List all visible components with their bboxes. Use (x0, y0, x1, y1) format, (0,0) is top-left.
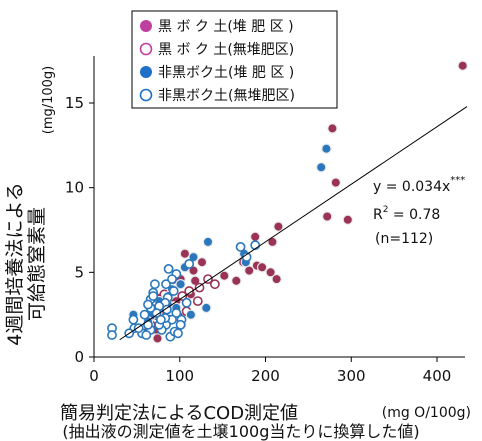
data-point-series-4 (161, 279, 171, 290)
legend-marker-kuroboku-compost (140, 20, 152, 32)
data-point-series-1 (457, 60, 468, 71)
data-point-series-1 (219, 270, 230, 281)
data-point-series-1 (330, 177, 341, 188)
data-point-series-4 (107, 330, 117, 340)
data-point-series-1 (249, 231, 261, 242)
data-point-series-3 (316, 162, 327, 173)
legend-label-nonkuroboku-compost: 非黒ボク土(堆 肥 区 ) (158, 65, 294, 81)
data-point-series-4 (139, 309, 150, 320)
data-point-series-1 (196, 257, 208, 268)
data-point-series-4 (143, 299, 153, 310)
data-point-series-4 (149, 279, 160, 290)
data-point-series-4 (161, 304, 172, 315)
x-tick-label: 100 (165, 367, 194, 385)
legend-marker-nonkuroboku-compost (140, 66, 152, 78)
data-point-series-4 (148, 291, 159, 301)
x-axis-unit: (mg O/100g) (382, 405, 471, 421)
data-point-series-1 (342, 214, 353, 225)
y-axis-title-line2: 可給態窒素量 (26, 207, 48, 321)
data-point-series-1 (267, 236, 278, 248)
data-point-series-1 (152, 333, 163, 344)
data-point-series-1 (327, 123, 338, 134)
data-point-series-3 (185, 309, 197, 320)
y-tick-label: 0 (74, 348, 84, 366)
axis-ticks: 0 100 200 300 400 0 5 10 15 (65, 94, 451, 385)
data-point-series-4 (155, 314, 166, 325)
y-axis-title-line1: 4週間培養法による (4, 182, 26, 346)
y-tick-label: 10 (65, 179, 84, 197)
data-point-series-1 (273, 221, 284, 232)
legend-marker-nonkuroboku-nocompost (139, 88, 153, 102)
data-point-series-3 (201, 302, 212, 314)
data-point-series-2 (209, 279, 220, 290)
y-tick-label: 15 (65, 94, 84, 112)
data-point-series-2 (177, 291, 188, 301)
data-point-series-1 (265, 267, 276, 278)
x-tick-label: 200 (251, 367, 280, 385)
data-point-series-4 (173, 328, 183, 339)
data-point-series-3 (202, 236, 214, 248)
legend-box (131, 10, 338, 109)
legend-label-nonkuroboku-nocompost: 非黒ボク土(無堆肥区) (158, 88, 295, 104)
legend: 黒 ボ ク 土(堆 肥 区 ) 黒 ボ ク 土(無堆肥区) 非黒ボク土(堆 肥 … (131, 10, 338, 109)
data-point-series-1 (271, 273, 282, 285)
data-point-series-4 (143, 319, 153, 330)
data-point-series-4 (167, 274, 177, 284)
data-points (107, 60, 468, 344)
data-point-series-4 (163, 263, 174, 274)
data-point-series-1 (179, 248, 191, 259)
data-point-series-3 (321, 143, 332, 154)
data-point-series-4 (141, 330, 152, 340)
data-point-series-2 (184, 286, 195, 296)
legend-label-kuroboku-nocompost: 黒 ボ ク 土(無堆肥区) (158, 42, 294, 58)
data-point-series-4 (151, 308, 162, 318)
legend-label-kuroboku-compost: 黒 ボ ク 土(堆 肥 区 ) (158, 19, 294, 35)
data-point-series-1 (322, 211, 333, 222)
data-point-series-4 (175, 319, 186, 330)
regression-equation: y = 0.034x*** (373, 175, 465, 195)
data-point-series-1 (256, 262, 268, 273)
x-tick-label: 400 (423, 367, 452, 385)
x-tick-label: 300 (337, 367, 366, 385)
data-point-series-4 (235, 241, 246, 252)
data-point-series-2 (194, 282, 205, 293)
data-point-series-4 (128, 314, 139, 325)
legend-marker-kuroboku-nocompost (139, 42, 153, 56)
data-point-series-3 (175, 279, 186, 290)
data-point-series-4 (250, 240, 261, 251)
data-point-series-4 (168, 286, 179, 296)
x-axis-title: 簡易判定法によるCOD測定値 (60, 403, 298, 424)
x-tick-label: 0 (89, 367, 99, 385)
regression-r2: R2 = 0.78 (373, 205, 440, 223)
regression-line (119, 106, 468, 341)
regression-n: (n=112) (375, 231, 433, 247)
data-point-series-1 (231, 275, 242, 286)
x-axis-note: (抽出液の測定値を土壌100g当たりに換算した値) (62, 422, 419, 441)
y-tick-label: 5 (74, 263, 84, 281)
data-point-series-4 (181, 297, 192, 308)
data-point-series-2 (203, 274, 213, 284)
data-point-series-4 (171, 308, 182, 318)
y-axis-unit: (mg/100g) (41, 66, 56, 135)
data-point-series-4 (184, 258, 195, 269)
data-point-series-2 (192, 296, 203, 306)
